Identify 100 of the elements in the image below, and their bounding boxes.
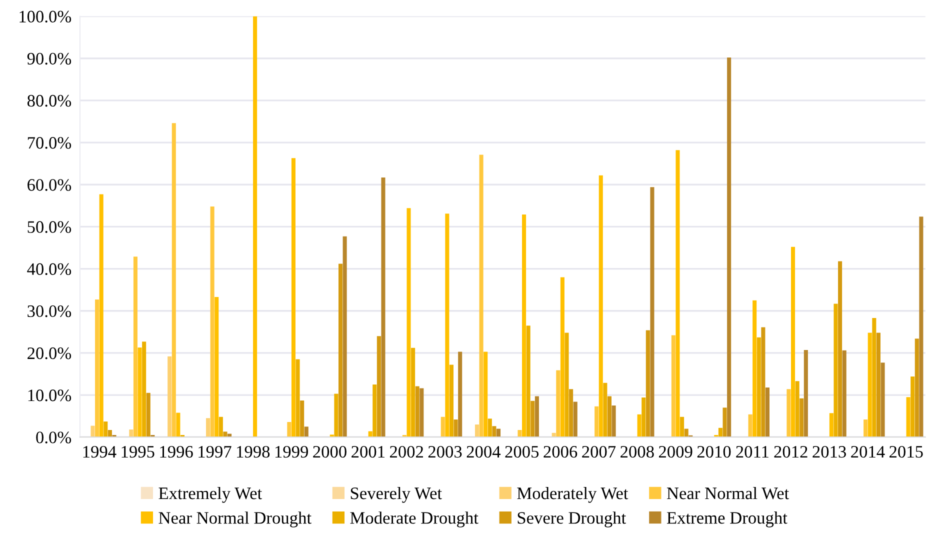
x-tick-label: 1998 [237,446,270,458]
y-tick-label: 60.0% [28,179,72,191]
y-tick-label: 10.0% [28,390,72,402]
bar [372,384,377,438]
bar [138,347,142,438]
x-tick-label: 1994 [83,446,116,458]
bar [594,406,599,438]
bar [300,400,304,438]
bar [214,296,219,438]
x-tick-label: 1996 [160,446,193,458]
bar [496,428,501,438]
bar [564,332,569,438]
bar [800,398,804,438]
bar [454,419,458,438]
bar [914,338,919,438]
bar [296,359,300,438]
bar [573,402,578,438]
bar [790,246,796,438]
bar [458,352,462,438]
y-tick-label: 70.0% [28,137,72,149]
bar [406,208,411,438]
bar [104,422,108,438]
bar [838,261,842,438]
bar [795,381,800,438]
bar [253,16,258,438]
legend-label: Near Normal Drought [158,512,312,528]
x-tick-label: 2008 [620,446,654,458]
bar [342,236,347,438]
bar [411,348,416,438]
y-tick-label: 100.0% [20,10,72,23]
bar [727,58,732,438]
x-tick-label: 1997 [198,446,232,458]
x-tick-label: 2001 [352,446,384,458]
bar [880,362,885,438]
x-tick-label: 2000 [313,446,346,458]
bar [210,206,214,438]
bar [676,150,680,438]
bar [99,194,104,438]
bar [680,416,684,438]
bar [492,426,496,438]
bar [910,376,915,438]
bar [607,396,612,438]
bar [603,382,608,438]
bar [598,175,603,438]
bar [488,418,492,438]
bar [637,414,642,438]
legend-label: Moderately Wet [517,487,628,503]
bar [765,387,770,438]
x-tick-label: 2006 [544,446,578,458]
bar [206,418,210,438]
bar [612,406,616,438]
bar [142,342,146,438]
bar [868,332,872,438]
x-tick-label: 2015 [890,446,923,458]
x-tick-label: 2014 [851,446,885,458]
bar [804,350,808,438]
x-tick-label: 1999 [275,446,308,458]
bar [642,398,646,438]
bar [304,426,308,438]
x-tick-label: 1995 [122,446,154,458]
y-tick-label: 30.0% [28,305,72,318]
bar [752,300,757,438]
bar [415,386,420,438]
bar [449,364,454,438]
legend-label: Extremely Wet [158,487,262,503]
legend-label: Severely Wet [350,487,442,503]
bar [756,337,761,438]
bar [218,416,223,438]
bar [95,300,100,438]
bar [530,400,535,438]
y-tick-label: 90.0% [27,52,72,65]
bar [474,424,480,438]
bar [761,327,766,438]
y-tick-label: 50.0% [28,221,72,233]
y-tick-label: 80.0% [27,94,72,107]
bar [129,430,134,438]
bar [445,214,450,438]
x-tick-label: 2009 [658,446,692,458]
bar [146,392,150,438]
bar [556,370,560,438]
x-tick-label: 2012 [774,446,808,458]
bar [338,264,343,438]
bar [484,352,488,438]
bar [842,350,846,438]
bar [223,432,228,438]
bar [420,388,424,438]
bar [334,394,338,438]
y-tick-label: 20.0% [28,347,72,360]
bar [176,412,180,438]
bar [518,430,522,438]
bar [718,428,722,438]
bar [287,422,292,438]
x-tick-label: 2004 [466,446,501,458]
bar [748,414,752,438]
bar [919,216,924,438]
y-tick-label: 40.0% [27,263,72,276]
legend-label: Moderate Drought [350,512,478,528]
x-tick-label: 2002 [390,446,424,458]
x-tick-label: 2005 [505,446,539,458]
bar [646,330,650,438]
